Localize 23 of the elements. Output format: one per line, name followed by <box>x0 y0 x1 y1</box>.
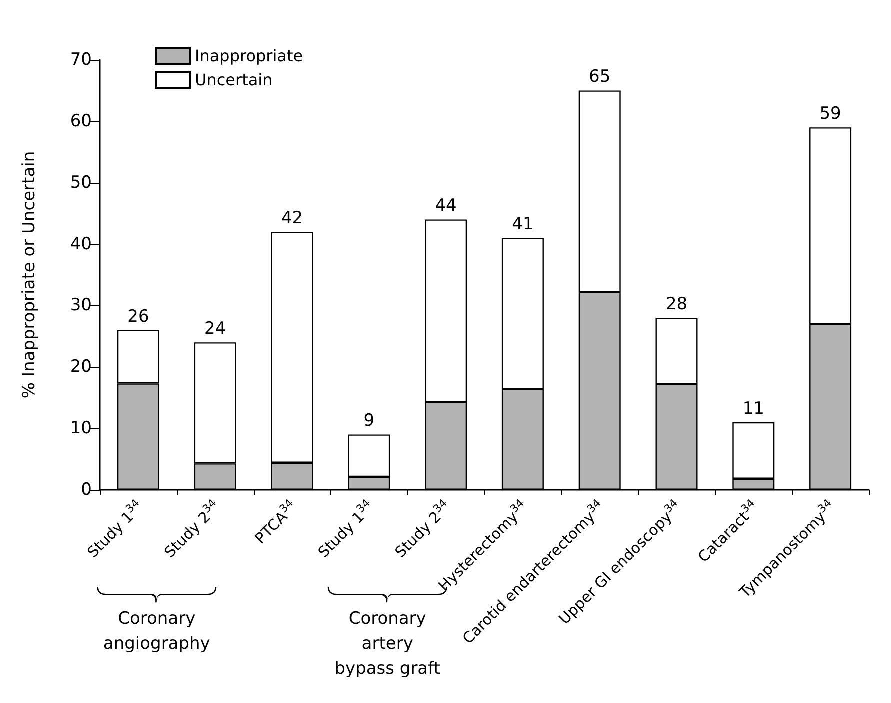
total-label: 11 <box>742 398 764 419</box>
y-tick-label: 0 <box>81 480 92 500</box>
total-label: 9 <box>364 411 375 432</box>
text: Coronary artery bypass graft <box>334 609 441 679</box>
total-label: 24 <box>204 319 226 340</box>
y-tick-label: 70 <box>70 50 92 70</box>
total-label: 41 <box>512 214 534 235</box>
text: Coronary angiography <box>103 609 210 654</box>
y-tick-label: 50 <box>70 172 92 193</box>
total-label: 59 <box>820 104 842 124</box>
total-label: 44 <box>435 196 457 216</box>
y-axis-title: % Inappropriate or Uncertain <box>20 151 40 399</box>
y-tick-label: 30 <box>70 296 92 316</box>
y-tick-label: 20 <box>70 357 92 378</box>
total-label: 26 <box>128 306 150 327</box>
total-label: 28 <box>666 294 688 314</box>
total-label: 65 <box>589 67 611 88</box>
y-tick-label: 10 <box>70 418 92 439</box>
y-tick-label: 60 <box>70 111 92 132</box>
y-tick-label: 40 <box>70 234 92 254</box>
legend-label: Inappropriate <box>195 46 304 66</box>
legend-label: Uncertain <box>195 70 273 90</box>
total-label: 42 <box>281 208 304 228</box>
